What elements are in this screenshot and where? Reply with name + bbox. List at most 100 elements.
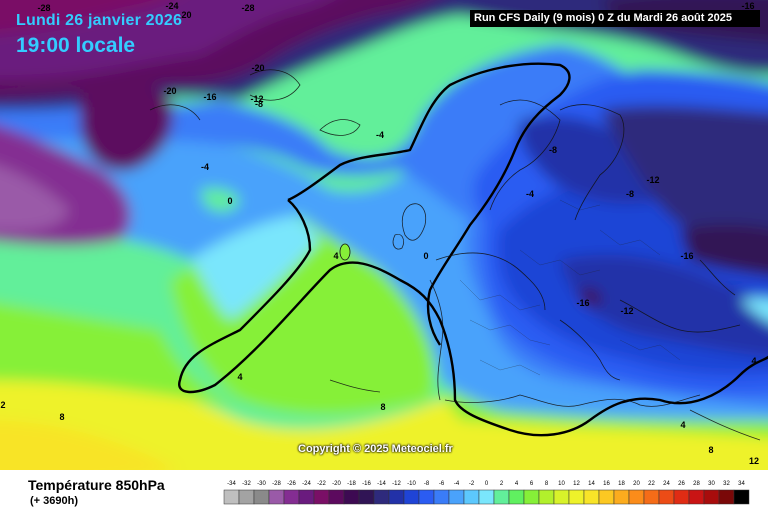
scale-tick-label: 6 [530,481,534,487]
zero-isotherm [178,199,768,437]
scale-swatch [478,489,495,505]
scale-tick-label: 16 [603,481,610,487]
scale-swatch [223,489,240,505]
scale-tick-label: -12 [392,481,401,487]
scale-swatch [583,489,600,505]
contour-label: -20 [178,10,191,20]
scale-swatch [673,489,690,505]
contour-label: 2 [0,400,5,410]
scale-swatch [373,489,390,505]
model-run-info: Run CFS Daily (9 mois) 0 Z du Mardi 26 a… [470,10,760,27]
scale-swatch [418,489,435,505]
scale-tick-label: -16 [362,481,371,487]
contour-label: -8 [549,145,557,155]
scale-swatch [433,489,450,505]
contour-label: -28 [241,3,254,13]
scale-tick-label: -2 [469,481,475,487]
scale-swatch [328,489,345,505]
contour-label: 8 [59,412,64,422]
scale-swatch [448,489,465,505]
contour-label: -16 [741,1,754,11]
contour-label: -4 [201,162,209,172]
contour-label: -12 [646,175,659,185]
scale-tick-label: -28 [272,481,281,487]
scale-tick-label: 34 [738,481,745,487]
scale-tick-label: -10 [407,481,416,487]
local-time: 19:00 locale [16,34,136,57]
contour-label: 4 [333,251,338,261]
variable-title: Température 850hPa [28,477,165,493]
contour-label: -20 [163,86,176,96]
scale-swatch [253,489,270,505]
temperature-map: -28 -24 -28 -16-20-20-20-16 -12-8-4-8-4-12-4… [0,0,768,470]
scale-swatch [313,489,330,505]
scale-swatch [718,489,735,505]
scale-swatch [658,489,675,505]
scale-tick-label: -20 [332,481,341,487]
scale-swatch [463,489,480,505]
scale-tick-label: -6 [439,481,445,487]
scale-swatch [688,489,705,505]
scale-tick-label: -32 [242,481,251,487]
scale-swatch [358,489,375,505]
scale-tick-label: -26 [287,481,296,487]
scale-swatch [403,489,420,505]
scale-swatch [298,489,315,505]
scale-tick-label: 12 [573,481,580,487]
contour-label: -12 [620,306,633,316]
scale-tick-label: 24 [663,481,670,487]
contour-label: 0 [423,251,428,261]
scale-swatch [523,489,540,505]
scale-swatch [733,489,750,505]
contour-label: -24 [165,1,178,11]
copyright-notice: Copyright © 2025 Meteociel.fr [298,443,453,455]
scale-tick-label: 10 [558,481,565,487]
scale-swatch [493,489,510,505]
scale-tick-label: -4 [454,481,460,487]
scale-swatch [598,489,615,505]
contour-label: 4 [751,356,756,366]
contour-label: -28 [37,3,50,13]
color-scale: -34 -32 -30 -28 -26 -24 -22 -20 -18 -16 -14 -12 -10-… [223,481,750,505]
scale-tick-label: -24 [302,481,311,487]
contour-label: -4 [376,130,384,140]
scale-tick-label: 30 [708,481,715,487]
scale-tick-label: 2 [500,481,504,487]
forecast-date: Lundi 26 janvier 2026 [16,12,183,29]
contour-label: 8 [380,402,385,412]
scale-swatch [268,489,285,505]
scale-tick-label: 8 [545,481,549,487]
contour-label: -4 [526,189,534,199]
contour-label: 12 [749,456,759,466]
scale-tick-label: -22 [317,481,326,487]
scale-tick-label: -30 [257,481,266,487]
contour-label: -12 [250,94,263,104]
scale-swatch [553,489,570,505]
scale-swatch [508,489,525,505]
scale-tick-label: -34 [227,481,236,487]
scale-swatch [568,489,585,505]
scale-tick-label: 0 [485,481,489,487]
contour-label: -16 [680,251,693,261]
contour-label: 4 [680,420,685,430]
scale-tick-label: -14 [377,481,386,487]
scale-tick-label: 32 [723,481,730,487]
contour-label: -8 [626,189,634,199]
scale-swatch [643,489,660,505]
scale-tick-label: -18 [347,481,356,487]
scale-swatch [703,489,720,505]
contour-label: -8 [255,99,263,109]
contour-label: -16 [576,298,589,308]
contour-label: 0 [227,196,232,206]
scale-swatch [238,489,255,505]
scale-tick-label: 20 [633,481,640,487]
scale-tick-label: 14 [588,481,595,487]
scale-swatch [388,489,405,505]
scale-tick-label: -8 [424,481,430,487]
scale-tick-label: 18 [618,481,625,487]
scale-swatch [283,489,300,505]
scale-swatch [613,489,630,505]
contour-label: 4 [237,372,242,382]
contour-labels: -28 -24 -28 -16-20-20-20-16 -12-8-4-8-4-12-4… [0,1,759,466]
